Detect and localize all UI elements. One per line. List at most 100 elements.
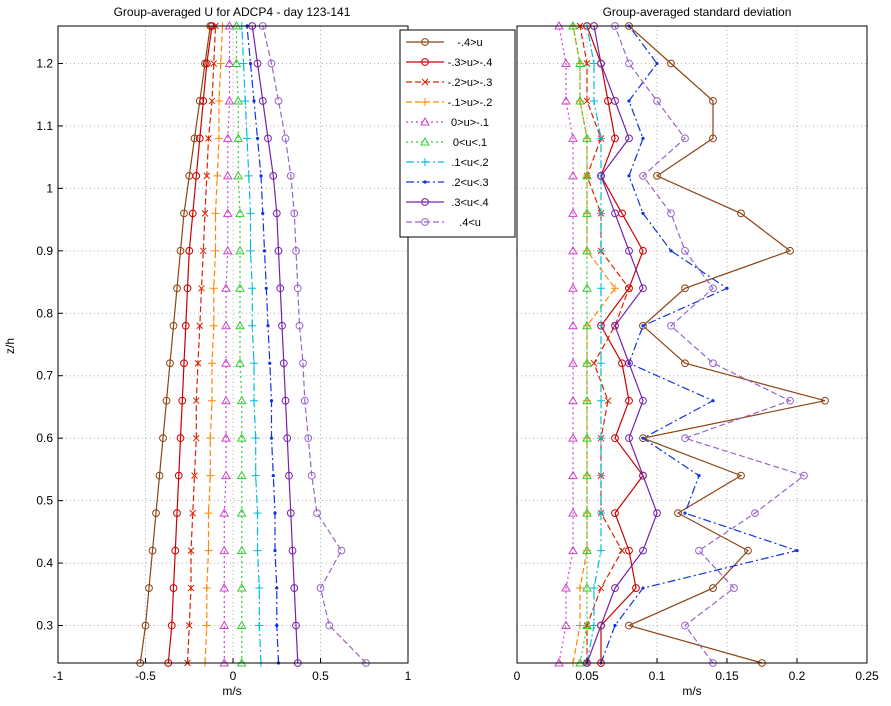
legend-label: -.4>u: [457, 37, 482, 49]
right-data-point: [653, 509, 661, 518]
left-data-point: [248, 284, 257, 293]
right-data-point: [582, 208, 592, 217]
left-y-tick-label: 1.1: [36, 119, 53, 133]
left-data-point: [215, 96, 223, 105]
right-data-point: [641, 211, 645, 215]
left-data-point: [269, 399, 274, 403]
right-data-point: [744, 546, 752, 555]
right-data-point: [582, 583, 592, 592]
left-data-point: [255, 621, 264, 630]
legend: -.4>u -.3>u>-.4 -.2>u>-.3 -.1>u>-.2 0>u>-.1 0…: [399, 29, 516, 238]
left-data-point: [215, 134, 223, 143]
left-data-point: [167, 621, 176, 630]
right-data-point: [632, 584, 640, 592]
left-data-point: [173, 509, 181, 518]
right-data-point: [730, 584, 738, 592]
right-data-point: [627, 174, 631, 178]
legend-label: 0<u<.1: [453, 137, 487, 149]
left-data-point: [246, 246, 255, 255]
left-series-1: [164, 22, 216, 667]
right-x-tick-label: 0.1: [649, 669, 666, 683]
right-data-point: [639, 284, 647, 293]
right-data-point: [697, 474, 701, 478]
legend-entry: -.2>u>-.3: [406, 77, 492, 89]
left-data-point: [148, 546, 157, 555]
right-data-point: [653, 97, 661, 105]
left-series-line: [139, 25, 211, 664]
left-data-point: [274, 246, 283, 255]
right-data-point: [575, 95, 585, 105]
legend-marker: [420, 116, 430, 126]
right-data-point: [582, 545, 592, 555]
left-data-point: [275, 623, 279, 628]
right-data-point: [583, 622, 591, 629]
left-data-point: [253, 509, 262, 518]
left-data-point: [181, 321, 190, 330]
right-series-line: [579, 25, 630, 663]
left-data-point: [219, 583, 230, 592]
left-data-point: [271, 474, 275, 478]
left-data-point: [259, 174, 263, 178]
left-data-point: [281, 396, 290, 405]
legend-marker: [421, 58, 429, 66]
right-data-point: [597, 321, 605, 330]
right-data-point: [625, 59, 633, 68]
right-data-point: [597, 434, 605, 443]
left-data-point: [187, 547, 195, 554]
right-data-point: [639, 321, 647, 330]
right-data-point: [821, 396, 829, 405]
left-data-point: [192, 171, 201, 180]
right-data-point: [597, 284, 605, 293]
left-data-point: [255, 136, 260, 141]
left-data-point: [180, 209, 188, 218]
right-data-point: [590, 621, 598, 630]
left-data-point: [255, 584, 264, 593]
left-chart-title: Group-averaged U for ADCP4 - day 123-141: [114, 5, 351, 19]
right-data-point: [639, 396, 647, 405]
left-data-point: [269, 171, 278, 180]
legend-marker: [421, 198, 429, 206]
left-y-tick-label: 0.4: [36, 556, 53, 570]
left-data-point: [162, 396, 171, 405]
right-data-point: [568, 133, 578, 142]
legend-entry: .1<u<.2: [406, 157, 489, 169]
left-data-point: [251, 471, 260, 480]
left-data-point: [261, 211, 265, 215]
right-data-point: [709, 134, 717, 143]
right-data-point: [618, 547, 626, 554]
left-data-point: [262, 249, 267, 253]
legend-entry: 0<u<.1: [406, 136, 487, 149]
right-data-point: [597, 471, 605, 480]
left-data-point: [236, 545, 247, 555]
left-series-line: [204, 25, 224, 664]
left-x-ticks: -1 -0.5 0 0.5 1: [53, 658, 412, 683]
left-y-axis-label: z/h: [3, 338, 17, 354]
left-data-point: [221, 283, 231, 292]
right-data-point: [611, 284, 619, 293]
right-data-point: [681, 284, 689, 293]
right-data-point: [611, 509, 619, 518]
right-data-point: [597, 546, 605, 555]
right-data-point: [568, 283, 578, 292]
right-data-point: [683, 511, 687, 515]
right-data-point: [681, 246, 689, 255]
right-data-point: [568, 508, 578, 517]
left-data-point: [272, 209, 281, 218]
left-data-point: [199, 97, 208, 105]
left-data-point: [279, 359, 288, 368]
left-data-point: [292, 621, 300, 630]
right-data-point: [627, 99, 631, 103]
left-data-point: [159, 434, 167, 443]
right-series-line: [614, 25, 806, 664]
right-x-tick-label: 0.2: [789, 669, 806, 683]
left-data-point: [267, 59, 276, 68]
left-data-point: [244, 171, 253, 180]
right-x-tick-label: 0.05: [575, 669, 599, 683]
right-data-point: [786, 246, 794, 255]
legend-marker: [421, 158, 429, 166]
legend-label: .2<u<.3: [451, 177, 488, 189]
right-chart-title: Group-averaged standard deviation: [603, 5, 792, 19]
right-data-point: [568, 470, 578, 480]
left-data-point: [211, 209, 220, 218]
right-data-point: [576, 621, 584, 630]
